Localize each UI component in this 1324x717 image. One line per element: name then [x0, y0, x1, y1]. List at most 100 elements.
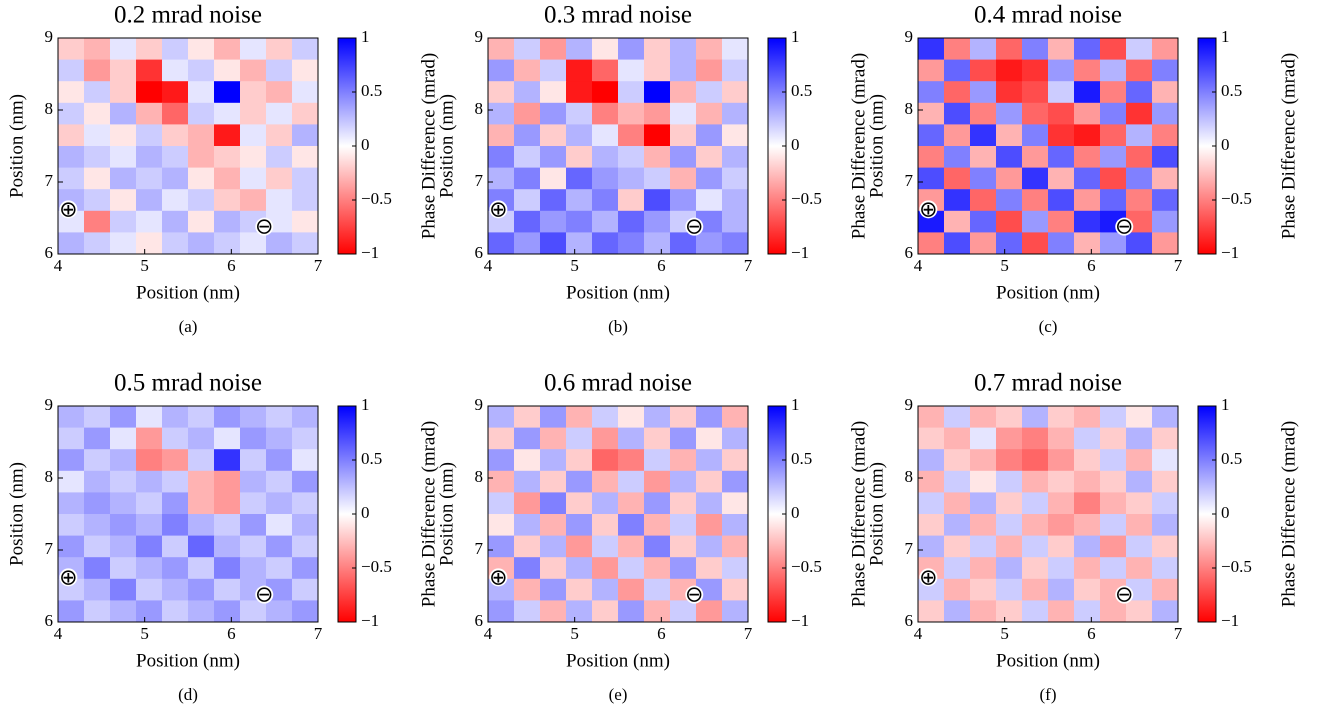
heatmap-cell [970, 189, 997, 212]
colorbar-tick-label: 0 [361, 503, 370, 522]
heatmap-cell [488, 600, 515, 623]
heatmap-cell [1022, 124, 1049, 147]
heatmap-cell [84, 189, 111, 212]
charge-marker: ⊖ [685, 583, 703, 608]
heatmap-cell [240, 146, 267, 169]
heatmap-cell [240, 470, 267, 493]
heatmap-cell [84, 578, 111, 601]
heatmap-cell [514, 124, 541, 147]
charge-marker: ⊖ [255, 215, 273, 240]
heatmap-cell [1100, 600, 1127, 623]
heatmap-cell [566, 210, 593, 233]
heatmap-cell [240, 38, 267, 61]
heatmap-cell [618, 232, 645, 255]
heatmap-cell [566, 449, 593, 472]
heatmap-cell [540, 210, 567, 233]
heatmap-cell [592, 59, 619, 82]
x-axis-label: Position (nm) [136, 282, 240, 303]
y-tick-label: 8 [905, 467, 914, 486]
heatmap-cell [1152, 449, 1179, 472]
heatmap-cell [58, 514, 85, 537]
heatmap-cell [918, 449, 945, 472]
heatmap-cell [918, 38, 945, 61]
heatmap-cell [162, 449, 189, 472]
heatmap-cell [240, 124, 267, 147]
heatmap-cell [266, 535, 293, 558]
heatmap-cell [918, 102, 945, 125]
heatmap-cell [188, 535, 215, 558]
y-tick-label: 6 [45, 243, 54, 262]
heatmap-cell [944, 449, 971, 472]
y-tick-label: 8 [475, 99, 484, 118]
heatmap-cell [996, 59, 1023, 82]
heatmap-cell [592, 600, 619, 623]
heatmap-cell [1126, 167, 1153, 190]
heatmap-cell [292, 124, 319, 147]
heatmap-cell [240, 535, 267, 558]
heatmap-cell [618, 124, 645, 147]
heatmap-cell [136, 210, 163, 233]
heatmap-cell [188, 232, 215, 255]
heatmap-cell [266, 232, 293, 255]
heatmap-cell [188, 514, 215, 537]
heatmap-cell [110, 427, 137, 450]
heatmap-cell [84, 470, 111, 493]
heatmap-cell [1074, 535, 1101, 558]
colorbar-tick-label: 0 [1221, 503, 1230, 522]
x-axis-label: Position (nm) [136, 650, 240, 671]
y-tick-label: 6 [905, 243, 914, 262]
heatmap-cell [944, 535, 971, 558]
heatmap-cell [110, 102, 137, 125]
heatmap-cell [136, 406, 163, 429]
x-axis-label: Position (nm) [996, 650, 1100, 671]
heatmap-cell [592, 189, 619, 212]
y-tick-label: 7 [905, 539, 914, 558]
x-tick-label: 6 [657, 624, 666, 643]
heatmap-cell [292, 449, 319, 472]
y-tick-label: 6 [905, 611, 914, 630]
y-tick-label: 8 [45, 467, 54, 486]
heatmap-cell [214, 210, 241, 233]
heatmap-cell [162, 81, 189, 104]
heatmap-cell [1152, 146, 1179, 169]
heatmap-cell [162, 427, 189, 450]
heatmap-cell [266, 406, 293, 429]
heatmap-cell [618, 470, 645, 493]
heatmap-cell [540, 232, 567, 255]
heatmap-cell [84, 59, 111, 82]
heatmap-cell [162, 189, 189, 212]
heatmap-cell [644, 449, 671, 472]
heatmap-cell [1022, 167, 1049, 190]
heatmap-cell [696, 189, 723, 212]
heatmap-cell [1126, 38, 1153, 61]
heatmap-cell [110, 557, 137, 580]
colorbar-tick-label: −0.5 [361, 557, 392, 576]
heatmap-cell [696, 535, 723, 558]
heatmap-cell [566, 600, 593, 623]
heatmap-cell [240, 514, 267, 537]
y-axis-label: Position (nm) [436, 462, 457, 566]
heatmap-cell [1152, 427, 1179, 450]
heatmap-cell [644, 124, 671, 147]
heatmap-cell [188, 167, 215, 190]
colorbar-tick-label: −0.5 [361, 189, 392, 208]
heatmap-cell [644, 146, 671, 169]
heatmap-cell [136, 81, 163, 104]
heatmap-cell [970, 449, 997, 472]
x-tick-label: 5 [140, 624, 149, 643]
heatmap-cell [944, 210, 971, 233]
heatmap-cell [644, 189, 671, 212]
heatmap-cell [1126, 427, 1153, 450]
heatmap-cell [996, 514, 1023, 537]
heatmap-cell [1022, 232, 1049, 255]
heatmap-cell [266, 492, 293, 515]
heatmap-cell [136, 535, 163, 558]
heatmap-cell [266, 557, 293, 580]
heatmap-cell [670, 470, 697, 493]
heatmap-cell [514, 578, 541, 601]
heatmap-cell [1022, 146, 1049, 169]
heatmap-cell [240, 167, 267, 190]
y-tick-label: 9 [905, 27, 914, 46]
panel: 4 5 6 7 6 7 8 9 ⊕ ⊖ 0.4 mrad noise Position (nm) Pos… [866, 2, 1299, 336]
